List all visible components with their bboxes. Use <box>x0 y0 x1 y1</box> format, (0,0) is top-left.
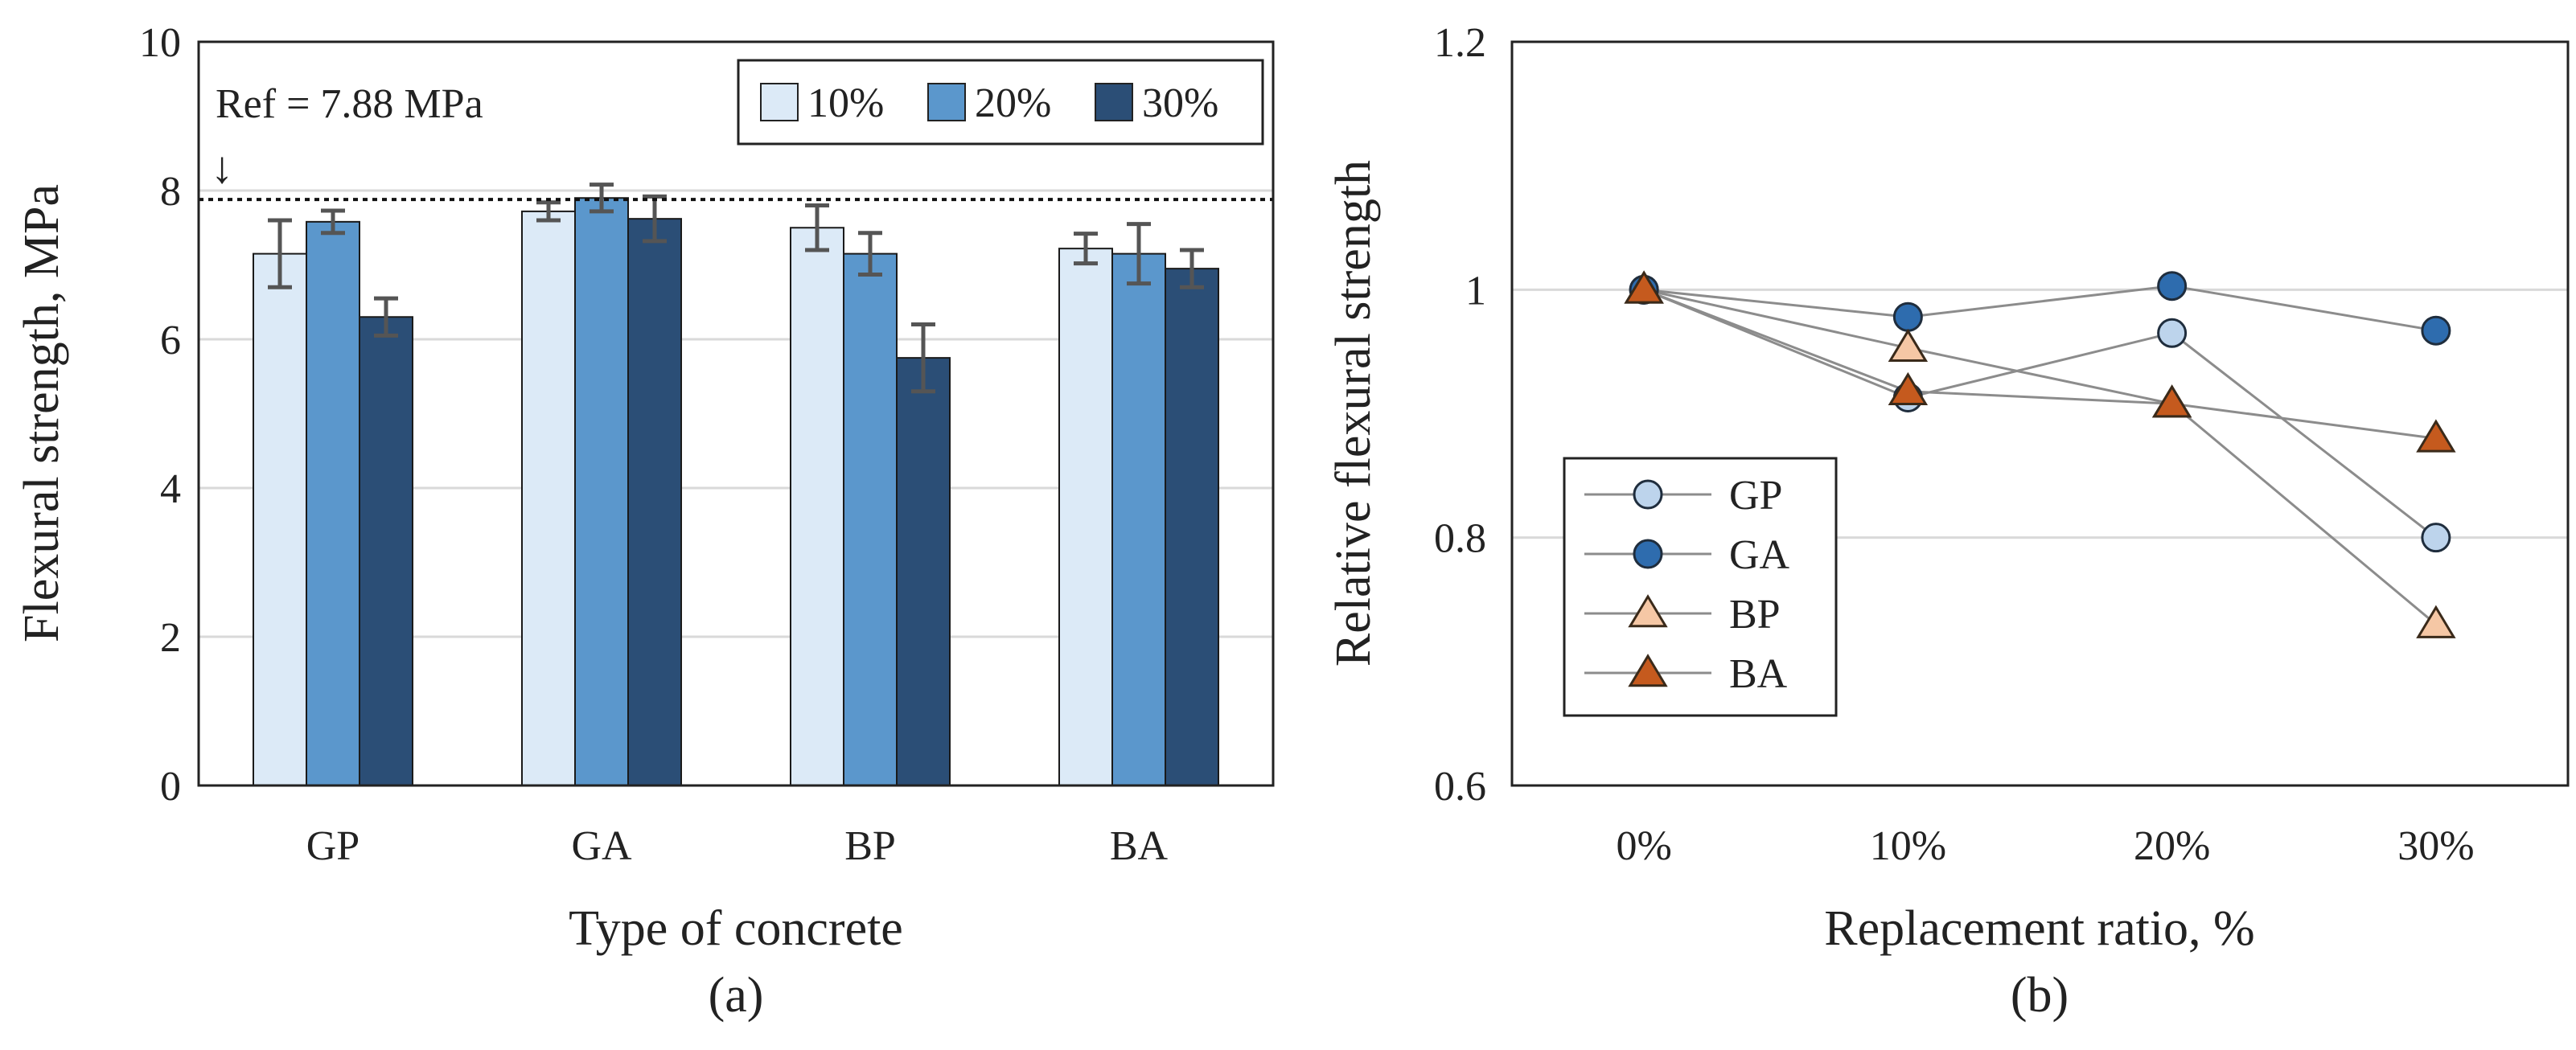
y-tick-a-0: 0 <box>160 764 181 810</box>
error-bar-ba-20 <box>1127 222 1151 286</box>
legend-swatch-20 <box>927 83 966 121</box>
y-tick-a-10: 10 <box>139 20 181 66</box>
chart-a-plot-frame <box>197 40 1275 787</box>
chart-b-x-axis-title: Replacement ratio, % <box>1824 901 2254 956</box>
error-bar-ba-10 <box>1074 232 1098 266</box>
chart-a-x-tick-labels: GP GA BP BA <box>306 823 1169 869</box>
legend-marker-ga <box>1633 539 1663 569</box>
legend-label-ba: BA <box>1729 651 1788 697</box>
chart-b-y-tick-labels: 0.6 0.8 1 1.2 <box>1434 20 1486 810</box>
y-tick-b-1-2: 1.2 <box>1434 20 1486 66</box>
legend-marker-ba <box>1628 654 1668 687</box>
error-bar-ga-20 <box>590 183 614 214</box>
legend-marker-gp <box>1633 479 1663 510</box>
bar-ga-10 <box>521 210 576 786</box>
point-ga-20 <box>2157 271 2188 301</box>
chart-b-plot-frame <box>1510 40 2570 787</box>
chart-b-markers <box>1624 270 2456 638</box>
x-tick-a-gp: GP <box>306 823 359 869</box>
chart-b-series-lines <box>1643 285 2437 625</box>
chart-b-y-axis-title: Relative flexural strength <box>1326 160 1381 667</box>
chart-b-legend: GP GA BP BA <box>1563 457 1838 717</box>
x-tick-a-bp: BP <box>844 823 896 869</box>
bar-bp-20 <box>843 252 898 786</box>
legend-swatch-30 <box>1095 83 1133 121</box>
chart-a-error-bars <box>268 183 1204 394</box>
point-gp-20 <box>2157 318 2188 348</box>
bar-ga-30 <box>627 218 682 786</box>
point-ba-20 <box>2151 384 2192 418</box>
chart-a-flexural-strength: 0 2 4 6 8 10 GP GA BP BA Ref = 7.88 MPa ↓ 10% 20… <box>14 20 1275 1023</box>
chart-a-x-axis-title: Type of concrete <box>569 901 903 956</box>
chart-a-y-axis-title: Flexural strength, MPa <box>14 184 69 642</box>
y-tick-a-8: 8 <box>160 169 181 215</box>
bar-ba-10 <box>1058 248 1113 786</box>
y-tick-b-0-8: 0.8 <box>1434 516 1486 562</box>
series-line-gp <box>1643 288 2437 539</box>
legend-label-ga: GA <box>1729 532 1790 578</box>
error-bar-gp-10 <box>268 218 292 289</box>
legend-label-gp: GP <box>1729 473 1782 519</box>
error-bar-bp-20 <box>858 231 882 277</box>
y-tick-b-1: 1 <box>1465 268 1486 314</box>
bar-gp-30 <box>359 316 413 786</box>
bar-gp-20 <box>306 220 360 787</box>
legend-label-20: 20% <box>975 80 1051 126</box>
chart-a-caption: (a) <box>709 968 764 1023</box>
chart-b-legend-items <box>1584 479 1711 687</box>
error-bar-gp-30 <box>374 296 398 338</box>
chart-a-legend: 10% 20% 30% <box>737 59 1264 146</box>
bar-ba-20 <box>1111 252 1166 786</box>
point-bp-30 <box>2416 605 2456 638</box>
bar-bp-30 <box>896 357 951 786</box>
chart-a-y-tick-labels: 0 2 4 6 8 10 <box>139 20 181 810</box>
x-tick-b-20: 20% <box>2134 823 2210 869</box>
reference-label: Ref = 7.88 MPa <box>216 81 483 127</box>
point-gp-30 <box>2421 523 2451 553</box>
point-ba-30 <box>2416 419 2456 453</box>
bar-ga-20 <box>574 197 629 786</box>
error-bar-ba-30 <box>1180 248 1204 289</box>
chart-a-legend-box <box>737 59 1264 146</box>
y-tick-a-4: 4 <box>160 466 181 512</box>
error-bar-bp-30 <box>911 322 935 394</box>
reference-arrow-icon: ↓ <box>211 143 233 193</box>
y-tick-b-0-6: 0.6 <box>1434 764 1486 810</box>
bar-gp-10 <box>253 252 307 786</box>
legend-label-bp: BP <box>1729 592 1781 638</box>
error-bar-gp-20 <box>321 208 345 236</box>
series-line-bp <box>1643 288 2437 625</box>
series-line-ba <box>1643 288 2437 440</box>
point-ga-10 <box>1892 301 1923 332</box>
legend-marker-bp <box>1628 594 1668 628</box>
point-ba-10 <box>1888 371 1929 405</box>
chart-b-x-tick-labels: 0% 10% 20% 30% <box>1616 823 2474 869</box>
x-tick-b-0: 0% <box>1616 823 1671 869</box>
point-ga-30 <box>2421 315 2451 346</box>
x-tick-b-30: 30% <box>2397 823 2474 869</box>
chart-b-caption: (b) <box>2011 968 2069 1023</box>
chart-a-bars <box>253 197 1219 787</box>
y-tick-a-2: 2 <box>160 615 181 661</box>
legend-label-30: 30% <box>1142 80 1218 126</box>
y-tick-a-6: 6 <box>160 318 181 363</box>
x-tick-b-10: 10% <box>1870 823 1946 869</box>
point-ba-0 <box>1624 270 1664 304</box>
legend-label-10: 10% <box>807 80 884 126</box>
bar-bp-10 <box>790 227 844 786</box>
x-tick-a-ba: BA <box>1110 823 1169 869</box>
chart-b-relative-flexural-strength: 0.6 0.8 1 1.2 0% 10% 20% 30% GP GA BP BA Relat… <box>1326 20 2570 1023</box>
legend-swatch-10 <box>760 83 799 121</box>
series-line-ga <box>1643 285 2437 332</box>
error-bar-bp-10 <box>805 203 829 252</box>
error-bar-ga-30 <box>643 194 667 244</box>
chart-b-legend-box <box>1563 457 1838 717</box>
error-bar-ga-10 <box>536 200 561 223</box>
point-bp-10 <box>1888 328 1929 363</box>
bar-ba-30 <box>1165 268 1219 786</box>
x-tick-a-ga: GA <box>571 823 632 869</box>
